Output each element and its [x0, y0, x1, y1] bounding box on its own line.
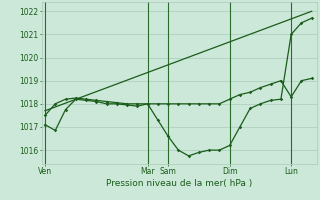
X-axis label: Pression niveau de la mer( hPa ): Pression niveau de la mer( hPa ) — [106, 179, 252, 188]
